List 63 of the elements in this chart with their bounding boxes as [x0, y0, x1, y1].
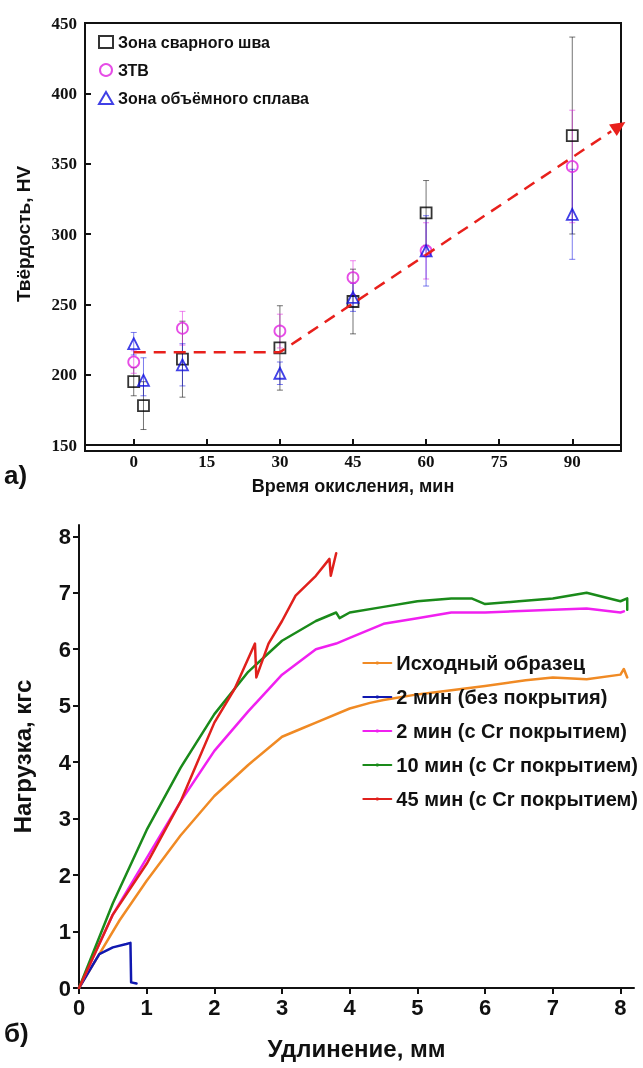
text: б): [4, 1018, 29, 1048]
x-tick-label: 6: [478, 994, 492, 1020]
point: [137, 373, 150, 387]
x-tick-label: 2: [208, 994, 221, 1020]
legend-label: Зона объёмного сплава: [118, 89, 310, 107]
point: [565, 160, 579, 173]
legend-label: Исходный образец: [396, 652, 586, 674]
y-tick-label: 450: [51, 13, 77, 33]
x-tick-label: 4: [343, 994, 357, 1020]
y-tick-label: 1: [58, 919, 71, 945]
point: [419, 206, 433, 220]
point: [565, 207, 579, 221]
point: [176, 352, 189, 366]
x-tick-label: 75: [490, 452, 508, 471]
point: [346, 290, 360, 304]
point: [127, 375, 141, 389]
y-tick-label: 4: [58, 749, 72, 775]
y-tick-label: 350: [51, 154, 77, 174]
legend-label: Зона сварного шва: [118, 33, 271, 51]
y-tick-label: 2: [58, 862, 71, 888]
y-tick-label: 400: [51, 83, 77, 103]
line-series: [77, 551, 338, 990]
x-tick-label: 8: [614, 994, 627, 1020]
point: [273, 366, 287, 380]
point: [273, 341, 287, 355]
legend-label: 45 мин (с Cr покрытием): [396, 788, 639, 810]
x-axis-title: Время окисления, мин: [251, 476, 455, 496]
x-tick-label: 1: [140, 994, 153, 1020]
y-tick-label: 0: [58, 975, 71, 1001]
x-tick-label: 60: [417, 452, 435, 471]
point: [273, 324, 287, 338]
x-tick-label: 90: [563, 452, 581, 471]
y-tick-label: 250: [51, 294, 77, 314]
point: [346, 295, 360, 308]
legend-label: 10 мин (с Cr покрытием): [396, 754, 639, 776]
x-axis-title: Удлинение, мм: [267, 1034, 446, 1062]
y-tick-label: 200: [51, 365, 77, 385]
point: [127, 337, 141, 351]
x-tick-label: 30: [271, 452, 289, 471]
y-tick-label: 5: [58, 693, 71, 719]
legend-label: ЗТВ: [118, 61, 149, 79]
x-tick-label: 3: [275, 994, 289, 1020]
point: [346, 271, 360, 284]
x-tick-label: 45: [344, 452, 362, 471]
text: a): [4, 460, 28, 490]
y-axis-title: Твёрдость, HV: [13, 165, 34, 303]
point: [137, 399, 150, 413]
x-tick-label: 7: [546, 994, 559, 1020]
point: [176, 321, 189, 335]
y-tick-label: 7: [58, 580, 71, 606]
y-tick-label: 150: [51, 435, 77, 455]
point: [565, 129, 579, 142]
y-tick-label: 8: [58, 523, 71, 549]
x-tick-label: 5: [411, 994, 424, 1020]
y-tick-label: 3: [58, 806, 71, 832]
y-tick-label: 6: [58, 636, 71, 662]
x-tick-label: 15: [198, 452, 216, 471]
point: [176, 358, 189, 372]
x-tick-label: 0: [129, 452, 138, 471]
y-tick-label: 300: [51, 224, 77, 244]
y-axis-title: Нагрузка, кгс: [8, 679, 36, 834]
point: [127, 355, 141, 369]
legend-label: 2 мин (с Cr покрытием): [396, 720, 627, 742]
